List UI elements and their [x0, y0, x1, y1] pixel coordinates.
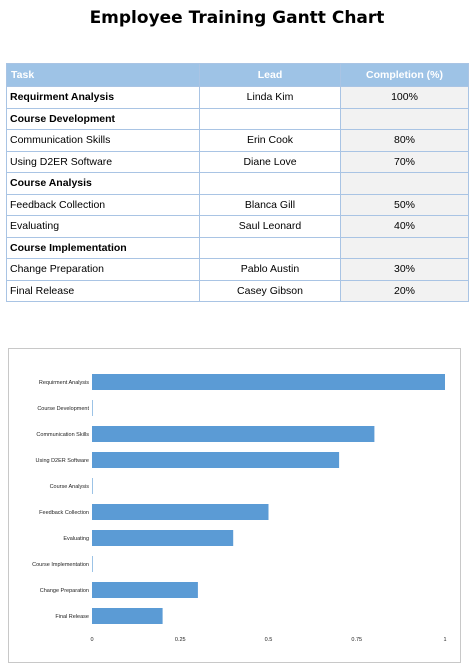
lead-cell: Saul Leonard	[199, 215, 341, 238]
x-tick-label: 0.5	[265, 637, 273, 643]
completion-cell: 100%	[340, 86, 469, 109]
bar	[92, 530, 234, 546]
table-row: Course Development	[6, 107, 469, 130]
lead-cell: Blanca Gill	[199, 193, 341, 216]
completion-cell: 40%	[340, 215, 469, 238]
task-cell: Using D2ER Software	[6, 150, 200, 173]
table-row: Communication Skills Erin Cook 80%	[6, 129, 469, 152]
y-tick-label: Change Preparation	[40, 588, 89, 594]
completion-cell: 70%	[340, 150, 469, 173]
y-tick-label: Requirment Analysis	[39, 380, 89, 386]
lead-cell: Casey Gibson	[199, 279, 341, 302]
task-cell: Course Analysis	[6, 172, 200, 195]
bar	[92, 608, 163, 624]
completion-cell: 20%	[340, 279, 469, 302]
table-row: Course Implementation	[6, 236, 469, 259]
completion-cell: 30%	[340, 258, 469, 281]
bar	[92, 452, 340, 468]
lead-cell: Pablo Austin	[199, 258, 341, 281]
bar	[92, 426, 375, 442]
page-title: Employee Training Gantt Chart	[89, 8, 385, 28]
task-cell: Course Development	[6, 107, 200, 130]
bar	[92, 478, 93, 494]
task-cell: Change Preparation	[6, 258, 200, 281]
completion-cell	[340, 236, 469, 259]
table-row: Evaluating Saul Leonard 40%	[6, 215, 469, 238]
column-header-completion: Completion (%)	[340, 63, 469, 87]
bar-chart: Requirment Analysis Course Development Com…	[32, 374, 447, 643]
task-cell: Final Release	[6, 279, 200, 302]
completion-cell	[340, 107, 469, 130]
chart-frame: Requirment Analysis Course Development Com…	[8, 348, 461, 663]
completion-cell: 50%	[340, 193, 469, 216]
y-tick-label: Course Development	[37, 406, 89, 412]
y-tick-label: Course Implementation	[32, 562, 89, 568]
x-tick-label: 0.25	[175, 637, 186, 643]
x-tick-label: 0	[90, 637, 93, 643]
table-row: Using D2ER Software Diane Love 70%	[6, 150, 469, 173]
task-cell: Feedback Collection	[6, 193, 200, 216]
bar	[92, 582, 198, 598]
bar	[92, 504, 269, 520]
y-tick-label: Communication Skills	[36, 432, 89, 438]
task-cell: Requirment Analysis	[6, 86, 200, 109]
completion-cell	[340, 172, 469, 195]
x-tick-label: 0.75	[351, 637, 362, 643]
lead-cell	[199, 107, 341, 130]
lead-cell	[199, 236, 341, 259]
bar	[92, 556, 93, 572]
lead-cell: Diane Love	[199, 150, 341, 173]
table-row: Requirment Analysis Linda Kim 100%	[6, 86, 469, 109]
table-header-row: Task Lead Completion (%)	[6, 63, 469, 87]
bar	[92, 400, 93, 416]
task-cell: Communication Skills	[6, 129, 200, 152]
bar	[92, 374, 445, 390]
y-tick-label: Evaluating	[63, 536, 89, 542]
column-header-task: Task	[6, 63, 200, 87]
y-tick-label: Feedback Collection	[39, 510, 89, 516]
y-tick-label: Using D2ER Software	[36, 458, 90, 464]
lead-cell: Linda Kim	[199, 86, 341, 109]
table-row: Change Preparation Pablo Austin 30%	[6, 258, 469, 281]
lead-cell: Erin Cook	[199, 129, 341, 152]
task-cell: Evaluating	[6, 215, 200, 238]
training-table: Task Lead Completion (%) Requirment Anal…	[6, 63, 469, 302]
table-row: Course Analysis	[6, 172, 469, 195]
y-tick-label: Course Analysis	[50, 484, 90, 490]
column-header-lead: Lead	[199, 63, 341, 87]
y-tick-label: Final Release	[55, 614, 89, 620]
task-cell: Course Implementation	[6, 236, 200, 259]
lead-cell	[199, 172, 341, 195]
table-row: Feedback Collection Blanca Gill 50%	[6, 193, 469, 216]
table-row: Final Release Casey Gibson 20%	[6, 279, 469, 302]
completion-cell: 80%	[340, 129, 469, 152]
x-tick-label: 1	[443, 637, 446, 643]
